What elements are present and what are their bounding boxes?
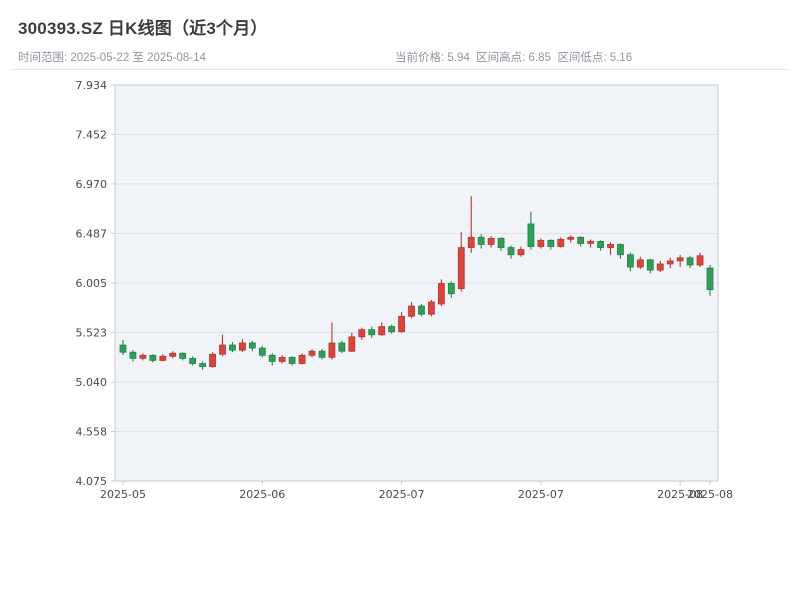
candle-body <box>268 354 276 362</box>
header-divider <box>10 69 790 70</box>
candle-body <box>477 236 485 245</box>
candle-body <box>378 326 386 336</box>
candle-body <box>676 257 684 262</box>
candle-body <box>636 259 644 268</box>
candle-body <box>348 336 356 352</box>
candle-body <box>457 247 465 289</box>
time-range-label: 时间范围: 2025-05-22 至 2025-08-14 <box>18 52 206 64</box>
candle-body <box>497 237 505 248</box>
candle-body <box>597 240 604 248</box>
candle-body <box>338 342 346 352</box>
candle-body <box>696 255 704 266</box>
candle-body <box>418 305 425 315</box>
candle-body <box>706 267 714 291</box>
candle-body <box>517 249 525 256</box>
candle-body <box>627 254 634 268</box>
candle-body <box>607 244 614 248</box>
candle-body <box>577 236 585 244</box>
candle-body <box>557 238 565 247</box>
candle-body <box>428 301 435 315</box>
candle-body <box>179 352 187 359</box>
candle-body <box>248 342 256 349</box>
candle-body <box>298 354 306 364</box>
candle-body <box>686 257 694 266</box>
y-tick-label: 4.558 <box>76 425 108 438</box>
candle-body <box>537 239 545 247</box>
candle-body <box>238 342 246 351</box>
x-tick-label: 2025-05 <box>100 488 146 501</box>
candle-body <box>288 356 296 364</box>
price-stats-label: 当前价格: 5.94 区间高点: 6.85 区间低点: 5.16 <box>395 52 633 64</box>
candle-body <box>398 315 405 333</box>
candle-body <box>199 363 206 367</box>
candle-body <box>278 356 286 362</box>
candle-body <box>408 305 415 317</box>
y-tick-label: 6.487 <box>76 227 108 240</box>
candle-body <box>229 344 236 351</box>
x-tick-label: 2025-08 <box>687 488 733 501</box>
candle-body <box>368 329 376 336</box>
candle-body <box>258 347 266 356</box>
candle-body <box>666 260 674 265</box>
candle-body <box>527 223 535 247</box>
y-tick-label: 7.934 <box>76 79 108 92</box>
candle-body <box>159 355 167 361</box>
x-tick-label: 2025-07 <box>379 488 425 501</box>
candle-body <box>567 236 575 240</box>
y-tick-label: 7.452 <box>76 128 108 141</box>
candle-body <box>219 344 226 355</box>
candle-body <box>587 240 595 244</box>
candle-body <box>209 353 216 367</box>
y-tick-label: 6.005 <box>76 277 108 290</box>
candle-body <box>318 350 326 358</box>
y-tick-label: 5.040 <box>76 376 108 389</box>
chart-title: 300393.SZ 日K线图（近3个月） <box>18 19 268 38</box>
candle-body <box>129 351 137 359</box>
candle-body <box>467 236 475 248</box>
candle-body <box>308 350 316 356</box>
candle-body <box>447 283 455 295</box>
candle-body <box>119 344 127 353</box>
candle-body <box>646 259 654 271</box>
candle-body <box>487 237 495 245</box>
x-tick-label: 2025-06 <box>239 488 285 501</box>
y-tick-label: 5.523 <box>76 326 108 339</box>
y-tick-label: 6.970 <box>76 178 108 191</box>
candle-body <box>169 352 177 357</box>
candle-body <box>189 357 197 364</box>
candle-body <box>617 244 624 256</box>
candle-body <box>507 247 515 256</box>
candle-body <box>388 326 396 333</box>
candle-body <box>328 342 336 358</box>
candle-body <box>358 329 366 338</box>
x-tick-label: 2025-07 <box>518 488 564 501</box>
x-tick-label: 2025-08 <box>657 488 703 501</box>
candle-body <box>437 283 445 305</box>
candle-body <box>656 263 664 271</box>
candle-body <box>139 354 147 359</box>
candle-body <box>547 239 555 247</box>
candle-body <box>149 354 157 361</box>
y-tick-label: 4.075 <box>76 475 108 488</box>
axes-box <box>114 84 719 482</box>
